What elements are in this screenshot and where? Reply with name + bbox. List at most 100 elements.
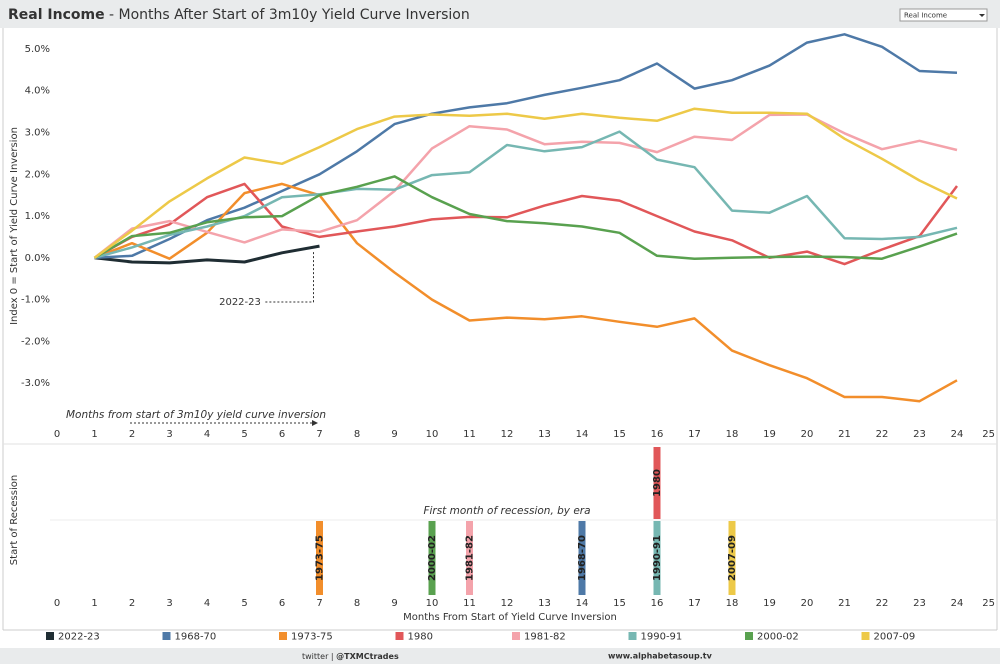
annotation-connector (264, 252, 314, 303)
x-tick-label: 16 (651, 429, 664, 440)
legend-label: 1990-91 (641, 632, 683, 643)
legend-swatch (512, 632, 520, 640)
recession-bar (466, 521, 473, 595)
x-tick-label: 8 (354, 598, 360, 609)
y-axis-title: Start of Recession (9, 475, 20, 565)
x-tick-label: 13 (538, 598, 551, 609)
x-tick-label: 22 (876, 598, 889, 609)
annotation-label: Months from start of 3m10y yield curve i… (66, 409, 326, 421)
x-tick-label: 1 (91, 598, 97, 609)
x-tick-label: 23 (913, 598, 926, 609)
x-tick-label: 12 (501, 429, 514, 440)
x-tick-label: 17 (688, 429, 701, 440)
recession-bar (728, 521, 736, 595)
recession-bar (428, 521, 436, 595)
legend-swatch (162, 632, 171, 640)
x-tick-label: 4 (204, 598, 210, 609)
y-tick-label: 1.0% (25, 211, 50, 222)
recession-bar (653, 447, 661, 519)
footer-prefix: twitter | (302, 652, 334, 661)
x-tick-label: 16 (651, 598, 664, 609)
x-tick-label: 20 (801, 598, 814, 609)
y-tick-label: -2.0% (21, 336, 50, 347)
x-tick-label: 6 (279, 429, 285, 440)
legend-swatch (395, 632, 404, 640)
x-tick-label: 9 (391, 429, 397, 440)
series-line (93, 175, 958, 260)
x-tick-label: 25 (982, 598, 995, 609)
x-tick-label: 9 (391, 598, 397, 609)
x-tick-label: 12 (501, 598, 514, 609)
recession-label: 1973-75 (315, 535, 326, 581)
x-tick-label: 18 (726, 429, 739, 440)
y-axis-title: Index 0 = Start of Yield Curve Inversion (9, 127, 20, 325)
x-tick-label: 2 (129, 598, 135, 609)
legend-label: 2007-09 (874, 632, 916, 643)
x-tick-label: 3 (166, 598, 172, 609)
series-line (94, 244, 320, 265)
legend-label: 1981-82 (524, 632, 566, 643)
series-line (94, 33, 958, 260)
footer-twitter: twitter | @TXMCtrades (302, 652, 399, 661)
x-tick-label: 6 (279, 598, 285, 609)
x-tick-label: 11 (463, 429, 476, 440)
y-tick-label: 5.0% (25, 44, 50, 55)
legend-label: 1980 (408, 632, 433, 643)
legend-swatch (628, 632, 637, 640)
x-tick-label: 22 (876, 429, 889, 440)
x-tick-label: 2 (129, 429, 135, 440)
x-tick-label: 0 (54, 429, 60, 440)
legend-swatch (861, 632, 870, 640)
x-tick-label: 20 (801, 429, 814, 440)
x-tick-label: 1 (91, 429, 97, 440)
series-line (93, 107, 958, 259)
strip-title: First month of recession, by era (423, 505, 590, 517)
x-tick-label: 19 (763, 598, 776, 609)
legend-label: 1973-75 (291, 632, 333, 643)
recession-bar (316, 521, 323, 595)
dropdown[interactable] (899, 8, 988, 22)
recession-label: 1980 (652, 469, 663, 497)
y-tick-label: -1.0% (21, 295, 50, 306)
annotation-arrowhead (312, 420, 318, 426)
x-tick-label: 15 (613, 429, 626, 440)
recession-bar (653, 521, 661, 595)
annotation-label: 2022-23 (219, 297, 261, 308)
recession-label: 2007-09 (727, 535, 738, 581)
x-tick-label: 3 (166, 429, 172, 440)
footer-site: www.alphabetasoup.tv (608, 652, 713, 661)
y-tick-label: 2.0% (25, 169, 50, 180)
series-line (93, 182, 959, 266)
x-tick-label: 0 (54, 598, 60, 609)
series-line (94, 182, 958, 403)
title-rest: - Months After Start of 3m10y Yield Curv… (109, 7, 470, 23)
x-tick-label: 4 (204, 429, 210, 440)
y-tick-label: 0.0% (25, 253, 50, 264)
legend-swatch (745, 632, 753, 640)
legend-label: 2000-02 (757, 632, 799, 643)
x-tick-label: 24 (951, 429, 964, 440)
y-tick-label: 3.0% (25, 127, 50, 138)
x-tick-label: 10 (426, 429, 439, 440)
x-tick-label: 14 (576, 429, 589, 440)
x-tick-label: 8 (354, 429, 360, 440)
x-tick-label: 19 (763, 429, 776, 440)
x-tick-label: 17 (688, 598, 701, 609)
x-tick-label: 21 (838, 429, 851, 440)
legend-swatch (46, 632, 54, 640)
x-tick-label: 7 (316, 598, 322, 609)
x-tick-label: 18 (726, 598, 739, 609)
y-tick-label: 4.0% (25, 86, 50, 97)
x-tick-label: 5 (241, 429, 247, 440)
x-tick-label: 15 (613, 598, 626, 609)
recession-label: 1981-82 (465, 535, 476, 581)
x-tick-label: 25 (982, 429, 995, 440)
recession-label: 2000-02 (427, 535, 438, 581)
dropdown-text[interactable]: Real Income (904, 12, 947, 20)
dropdown-arrow[interactable] (979, 14, 985, 17)
title: Real Income - Months After Start of 3m10… (8, 7, 470, 23)
title-bold: Real Income (8, 7, 105, 23)
x-tick-label: 5 (241, 598, 247, 609)
